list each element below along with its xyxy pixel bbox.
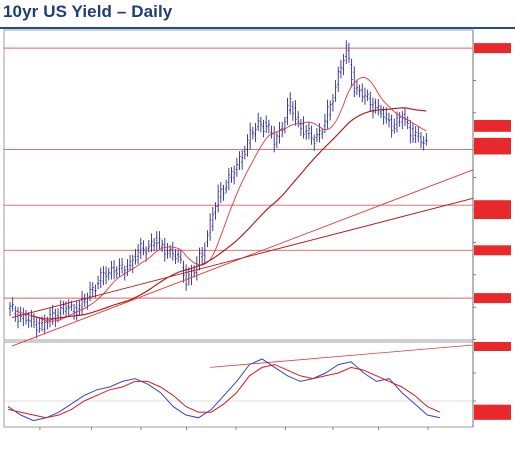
macd-level-box xyxy=(474,410,511,420)
level-box xyxy=(474,245,511,256)
level-box xyxy=(474,200,511,211)
moving-average-slow xyxy=(31,107,427,320)
level-box xyxy=(474,121,511,132)
macd-signal-line xyxy=(7,364,441,419)
macd-level-box xyxy=(474,342,511,351)
macd-panel-frame xyxy=(3,341,474,428)
level-box xyxy=(474,43,511,54)
macd-line xyxy=(7,358,441,422)
main-panel-frame xyxy=(3,29,474,341)
title-underline xyxy=(0,27,515,29)
moving-average-fast xyxy=(15,77,427,322)
chart-title: 10yr US Yield – Daily xyxy=(3,2,173,21)
price-bars xyxy=(8,40,428,339)
macd-level-box xyxy=(474,404,511,414)
level-box xyxy=(474,137,511,148)
level-box xyxy=(474,144,511,155)
trend-line-upper xyxy=(11,197,474,319)
macd-trend-line xyxy=(210,344,474,368)
level-box xyxy=(474,209,511,220)
level-box xyxy=(474,293,511,304)
